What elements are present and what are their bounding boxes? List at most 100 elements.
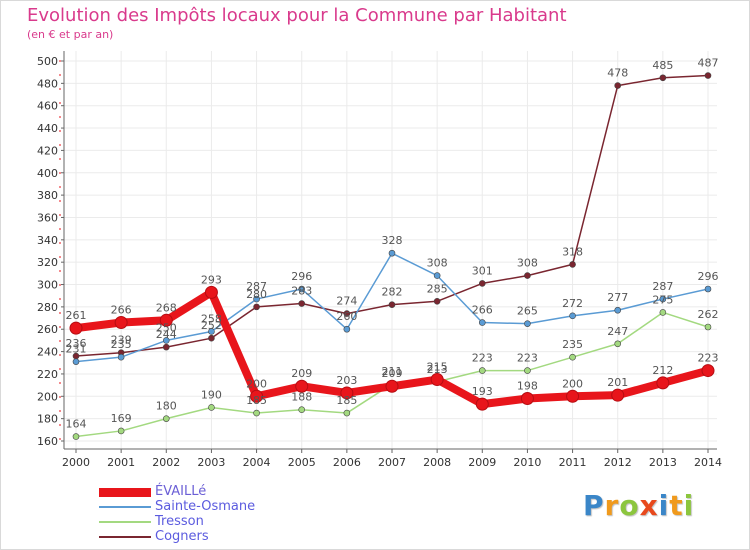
data-label: 235 — [111, 338, 132, 351]
line-chart: 160 180 200 220 240 260 280 300 320 340 360 380 400 4… — [37, 51, 722, 469]
data-label: 164 — [66, 418, 87, 431]
data-point — [114, 316, 128, 330]
data-label: 287 — [246, 280, 267, 293]
data-label: 200 — [246, 377, 267, 390]
data-label: 188 — [291, 391, 312, 404]
chart-title: Evolution des Impôts locaux pour la Comm… — [27, 5, 567, 26]
data-point — [524, 272, 531, 279]
data-label: 247 — [607, 325, 628, 338]
data-point — [388, 301, 396, 308]
legend-label: Cogners — [155, 529, 209, 544]
data-label: 275 — [652, 293, 673, 306]
data-point — [69, 321, 83, 335]
data-label: 266 — [472, 304, 493, 317]
y-tick-label: 460 — [37, 100, 58, 113]
data-label: 308 — [517, 257, 538, 270]
data-label: 287 — [652, 280, 673, 293]
data-label: 215 — [427, 361, 448, 374]
series-lines — [69, 72, 715, 440]
data-point — [475, 397, 489, 411]
logo-letter: i — [658, 489, 670, 522]
data-point — [701, 364, 715, 378]
data-point — [704, 285, 712, 293]
x-tick-label: 2005 — [288, 456, 316, 469]
logo-letter: i — [683, 489, 695, 522]
y-tick-label: 420 — [37, 144, 58, 157]
data-label: 268 — [156, 301, 177, 314]
data-label: 180 — [156, 400, 177, 413]
x-tick-label: 2013 — [649, 456, 677, 469]
x-tick-label: 2006 — [333, 456, 361, 469]
logo-letter: r — [604, 489, 620, 522]
data-point — [162, 343, 170, 351]
data-label: 296 — [698, 270, 719, 283]
legend-label: ÉVAILLé — [155, 484, 207, 499]
data-point — [250, 389, 264, 403]
data-point — [208, 328, 215, 335]
x-tick-label: 2001 — [107, 456, 135, 469]
data-point — [659, 295, 667, 303]
data-point — [117, 427, 125, 435]
data-point — [569, 353, 576, 361]
data-label: 185 — [336, 394, 357, 407]
x-tick-label: 2002 — [152, 456, 180, 469]
data-point — [162, 337, 170, 344]
logo-letter: o — [619, 489, 640, 522]
y-tick-label: 260 — [37, 323, 58, 336]
legend-swatch — [99, 506, 151, 508]
data-point — [704, 72, 712, 79]
data-point — [298, 300, 306, 307]
data-point — [295, 379, 309, 393]
data-label: 301 — [472, 264, 493, 277]
data-point — [433, 297, 441, 305]
data-label: 223 — [517, 352, 538, 365]
data-label: 223 — [698, 352, 719, 365]
data-label: 209 — [291, 367, 312, 380]
proxiti-logo: Proxiti — [583, 489, 694, 522]
data-label: 277 — [607, 291, 628, 304]
logo-letter: t — [669, 489, 684, 522]
data-point — [520, 392, 534, 406]
data-label: 185 — [246, 394, 267, 407]
data-point — [614, 306, 622, 314]
y-tick-label: 340 — [37, 234, 58, 247]
data-label: 244 — [156, 328, 177, 341]
x-tick-label: 2012 — [604, 456, 632, 469]
data-label: 258 — [201, 312, 222, 325]
data-label: 282 — [382, 286, 403, 299]
data-point — [204, 285, 218, 299]
data-point — [72, 358, 80, 365]
data-label: 260 — [336, 310, 357, 323]
x-tick-label: 2007 — [378, 456, 406, 469]
data-label: 296 — [291, 270, 312, 283]
data-point — [343, 310, 351, 317]
y-tick-label: 280 — [37, 301, 58, 314]
y-tick-label: 360 — [37, 211, 58, 224]
data-point — [298, 285, 306, 293]
data-label: 213 — [427, 363, 448, 376]
data-label: 250 — [156, 321, 177, 334]
x-tick-label: 2008 — [423, 456, 451, 469]
x-tick-label: 2014 — [694, 456, 722, 469]
y-tick-label: 440 — [37, 122, 58, 135]
data-label: 274 — [336, 295, 357, 308]
y-tick-label: 240 — [37, 346, 58, 359]
y-tick-label: 320 — [37, 256, 58, 269]
data-point — [569, 261, 576, 268]
data-label: 262 — [698, 308, 719, 321]
data-point — [253, 409, 260, 417]
y-tick-label: 380 — [37, 189, 58, 202]
data-label: 478 — [607, 67, 628, 80]
y-tick-label: 200 — [37, 390, 58, 403]
data-labels: 261 266 268 293 200 209 203 209 215 193 198 200 201 2… — [66, 57, 719, 431]
legend-swatch — [99, 536, 151, 538]
data-point — [159, 313, 173, 327]
data-point — [208, 404, 215, 411]
data-label: 200 — [562, 377, 583, 390]
data-label: 280 — [246, 288, 267, 301]
data-point — [659, 309, 667, 316]
data-point — [430, 373, 444, 387]
data-label: 252 — [201, 319, 222, 332]
logo-letter: x — [639, 489, 659, 522]
data-label: 308 — [427, 257, 448, 270]
